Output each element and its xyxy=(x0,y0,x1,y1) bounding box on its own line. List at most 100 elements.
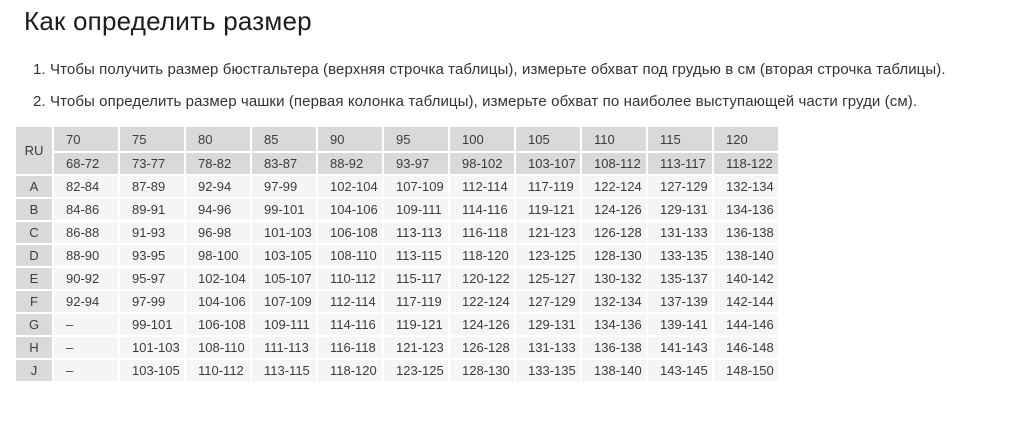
bust-range-cell: 110-112 xyxy=(186,360,250,381)
cup-row-C: C 86-88 91-93 96-98 101-103 106-108 113-113 116… xyxy=(16,222,778,243)
bust-range-cell: 113-113 xyxy=(384,222,448,243)
bust-range-cell: 129-131 xyxy=(516,314,580,335)
size-table-header: RU 70 75 80 85 90 95 100 105 110 115 120 68-72 73-77 7… xyxy=(16,127,778,174)
band-size-cell: 70 xyxy=(54,127,118,151)
underbust-range-cell: 113-117 xyxy=(648,153,712,174)
bust-range-cell: 131-133 xyxy=(648,222,712,243)
bust-range-cell: 102-104 xyxy=(318,176,382,197)
bust-range-cell: 116-118 xyxy=(318,337,382,358)
bust-range-cell: 119-121 xyxy=(384,314,448,335)
bust-range-cell: 117-119 xyxy=(516,176,580,197)
instruction-step-2: 2. Чтобы определить размер чашки (первая… xyxy=(33,93,918,110)
bust-range-cell: 122-124 xyxy=(450,291,514,312)
bust-range-cell: 84-86 xyxy=(54,199,118,220)
bust-range-cell: 107-109 xyxy=(384,176,448,197)
bust-range-cell: 96-98 xyxy=(186,222,250,243)
bust-range-cell: 92-94 xyxy=(54,291,118,312)
cup-letter-cell: D xyxy=(16,245,52,266)
bust-range-cell: 101-103 xyxy=(252,222,316,243)
band-size-cell: 105 xyxy=(516,127,580,151)
cup-row-D: D 88-90 93-95 98-100 103-105 108-110 113-115 11… xyxy=(16,245,778,266)
bust-range-cell: 118-120 xyxy=(318,360,382,381)
band-size-cell: 110 xyxy=(582,127,646,151)
cup-letter-cell: B xyxy=(16,199,52,220)
bust-range-cell: – xyxy=(54,314,118,335)
cup-row-G: G –99-101 106-108 109-111 114-116 119-121 124-… xyxy=(16,314,778,335)
bust-range-cell: 90-92 xyxy=(54,268,118,289)
bust-range-cell: 142-144 xyxy=(714,291,778,312)
underbust-range-cell: 108-112 xyxy=(582,153,646,174)
band-size-cell: 120 xyxy=(714,127,778,151)
size-table-container: RU 70 75 80 85 90 95 100 105 110 115 120 68-72 73-77 7… xyxy=(14,125,1024,383)
band-size-cell: 90 xyxy=(318,127,382,151)
bust-range-cell: 117-119 xyxy=(384,291,448,312)
bust-range-cell: 94-96 xyxy=(186,199,250,220)
bust-range-cell: 103-105 xyxy=(252,245,316,266)
bust-range-cell: 116-118 xyxy=(450,222,514,243)
bust-range-cell: 138-140 xyxy=(714,245,778,266)
bust-range-cell: 113-115 xyxy=(384,245,448,266)
bust-range-cell: 112-114 xyxy=(318,291,382,312)
bust-range-cell: 121-123 xyxy=(384,337,448,358)
cup-row-E: E 90-92 95-97 102-104 105-107 110-112 115-117 1… xyxy=(16,268,778,289)
cup-letter-cell: H xyxy=(16,337,52,358)
bust-range-cell: 99-101 xyxy=(120,314,184,335)
bust-range-cell: – xyxy=(54,337,118,358)
bust-range-cell: 106-108 xyxy=(318,222,382,243)
cup-letter-cell: A xyxy=(16,176,52,197)
bust-range-cell: 113-115 xyxy=(252,360,316,381)
table-corner-ru-label: RU xyxy=(16,127,52,174)
underbust-range-cell: 103-107 xyxy=(516,153,580,174)
bust-range-cell: 121-123 xyxy=(516,222,580,243)
bust-range-cell: 114-116 xyxy=(450,199,514,220)
cup-letter-cell: E xyxy=(16,268,52,289)
bust-range-cell: 132-134 xyxy=(582,291,646,312)
size-table-body: A 82-84 87-89 92-94 97-99 102-104 107-109 112-1… xyxy=(16,176,778,381)
underbust-row: 68-72 73-77 78-82 83-87 88-92 93-97 98-102 103-… xyxy=(16,153,778,174)
bust-range-cell: 138-140 xyxy=(582,360,646,381)
underbust-range-cell: 68-72 xyxy=(54,153,118,174)
bust-range-cell: 109-111 xyxy=(384,199,448,220)
cup-letter-cell: G xyxy=(16,314,52,335)
bust-range-cell: 104-106 xyxy=(186,291,250,312)
page-title: Как определить размер xyxy=(24,6,312,36)
bust-range-cell: 86-88 xyxy=(54,222,118,243)
bust-range-cell: 146-148 xyxy=(714,337,778,358)
bust-range-cell: 136-138 xyxy=(582,337,646,358)
band-size-row: RU 70 75 80 85 90 95 100 105 110 115 120 xyxy=(16,127,778,174)
bust-range-cell: 130-132 xyxy=(582,268,646,289)
bust-range-cell: 126-128 xyxy=(582,222,646,243)
bust-range-cell: 88-90 xyxy=(54,245,118,266)
bust-range-cell: 109-111 xyxy=(252,314,316,335)
bust-range-cell: 115-117 xyxy=(384,268,448,289)
bust-range-cell: 112-114 xyxy=(450,176,514,197)
bust-range-cell: 143-145 xyxy=(648,360,712,381)
underbust-range-cell: 118-122 xyxy=(714,153,778,174)
bust-range-cell: 125-127 xyxy=(516,268,580,289)
bust-range-cell: 123-125 xyxy=(384,360,448,381)
underbust-range-cell: 78-82 xyxy=(186,153,250,174)
bust-range-cell: 91-93 xyxy=(120,222,184,243)
bust-range-cell: 148-150 xyxy=(714,360,778,381)
bust-range-cell: 124-126 xyxy=(582,199,646,220)
bust-range-cell: 134-136 xyxy=(714,199,778,220)
bust-range-cell: 99-101 xyxy=(252,199,316,220)
bust-range-cell: 144-146 xyxy=(714,314,778,335)
bust-range-cell: 118-120 xyxy=(450,245,514,266)
bust-range-cell: 108-110 xyxy=(186,337,250,358)
bust-range-cell: 87-89 xyxy=(120,176,184,197)
cup-letter-cell: C xyxy=(16,222,52,243)
band-size-cell: 75 xyxy=(120,127,184,151)
bust-range-cell: 124-126 xyxy=(450,314,514,335)
bust-range-cell: 123-125 xyxy=(516,245,580,266)
cup-row-F: F 92-94 97-99 104-106 107-109 112-114 117-119 1… xyxy=(16,291,778,312)
bust-range-cell: 92-94 xyxy=(186,176,250,197)
bust-range-cell: 95-97 xyxy=(120,268,184,289)
bust-range-cell: 102-104 xyxy=(186,268,250,289)
band-size-cell: 85 xyxy=(252,127,316,151)
band-size-cell: 115 xyxy=(648,127,712,151)
underbust-range-cell: 83-87 xyxy=(252,153,316,174)
bust-range-cell: 127-129 xyxy=(516,291,580,312)
instructions-block: 1. Чтобы получить размер бюстгальтера (в… xyxy=(33,61,1024,110)
cup-letter-cell: F xyxy=(16,291,52,312)
